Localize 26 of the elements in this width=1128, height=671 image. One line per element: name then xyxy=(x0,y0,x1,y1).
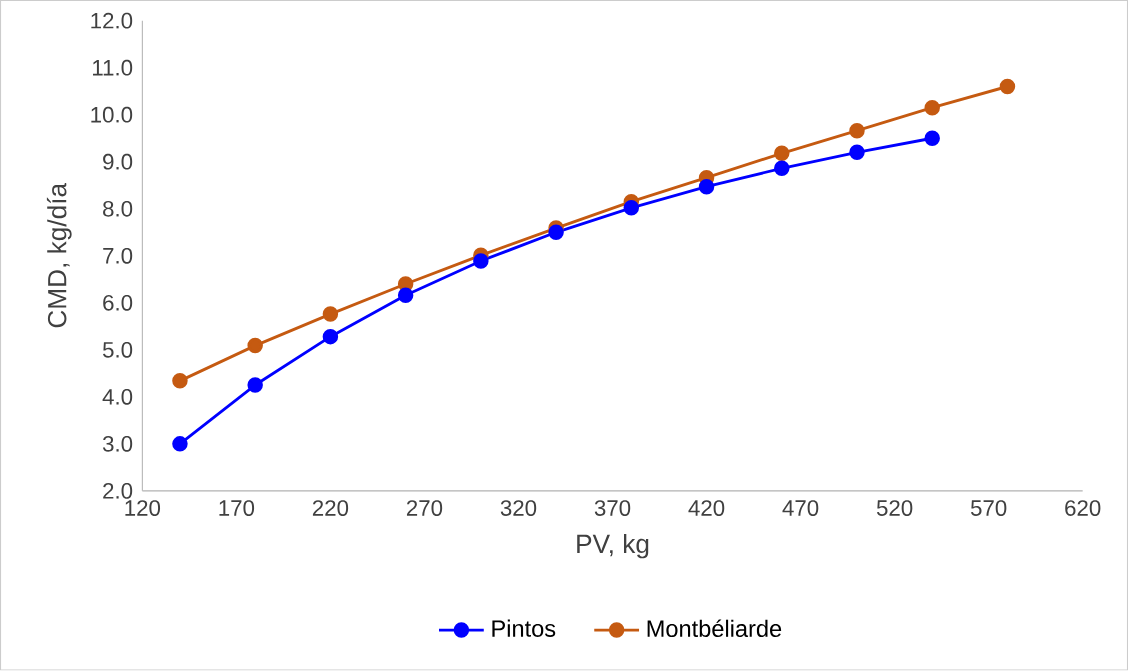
x-tick-label: 370 xyxy=(594,500,631,517)
y-tick-label: 5.0 xyxy=(102,342,133,358)
y-tick-label: 11.0 xyxy=(93,60,133,76)
x-tick-label: 270 xyxy=(406,500,443,517)
y-tick-label: 10.0 xyxy=(91,107,133,123)
x-tick-label: 520 xyxy=(876,500,913,517)
x-tick-label: 120 xyxy=(125,500,161,517)
x-tick-label: 620 xyxy=(1065,500,1101,517)
legend-label: Pintos xyxy=(492,619,556,638)
y-tick-label: 2.0 xyxy=(103,483,133,499)
x-axis-title: PV, kg xyxy=(577,534,649,559)
y-tick-label: 8.0 xyxy=(103,201,133,217)
x-tick-label: 420 xyxy=(688,500,725,517)
y-tick-label: 12.0 xyxy=(91,13,133,29)
legend-label: Montbéliarde xyxy=(647,619,782,638)
x-tick-label: 220 xyxy=(312,500,349,517)
x-tick-label: 170 xyxy=(219,500,255,517)
y-tick-label: 9.0 xyxy=(103,154,133,170)
y-axis-title: CMD, kg/día xyxy=(46,183,72,328)
x-tick-label: 470 xyxy=(782,500,819,517)
y-tick-label: 6.0 xyxy=(103,295,133,311)
y-tick-label: 4.0 xyxy=(102,389,133,405)
y-tick-label: 3.0 xyxy=(102,436,133,452)
y-tick-label: 7.0 xyxy=(103,248,133,264)
x-tick-label: 320 xyxy=(500,500,537,517)
x-tick-label: 570 xyxy=(970,500,1007,517)
